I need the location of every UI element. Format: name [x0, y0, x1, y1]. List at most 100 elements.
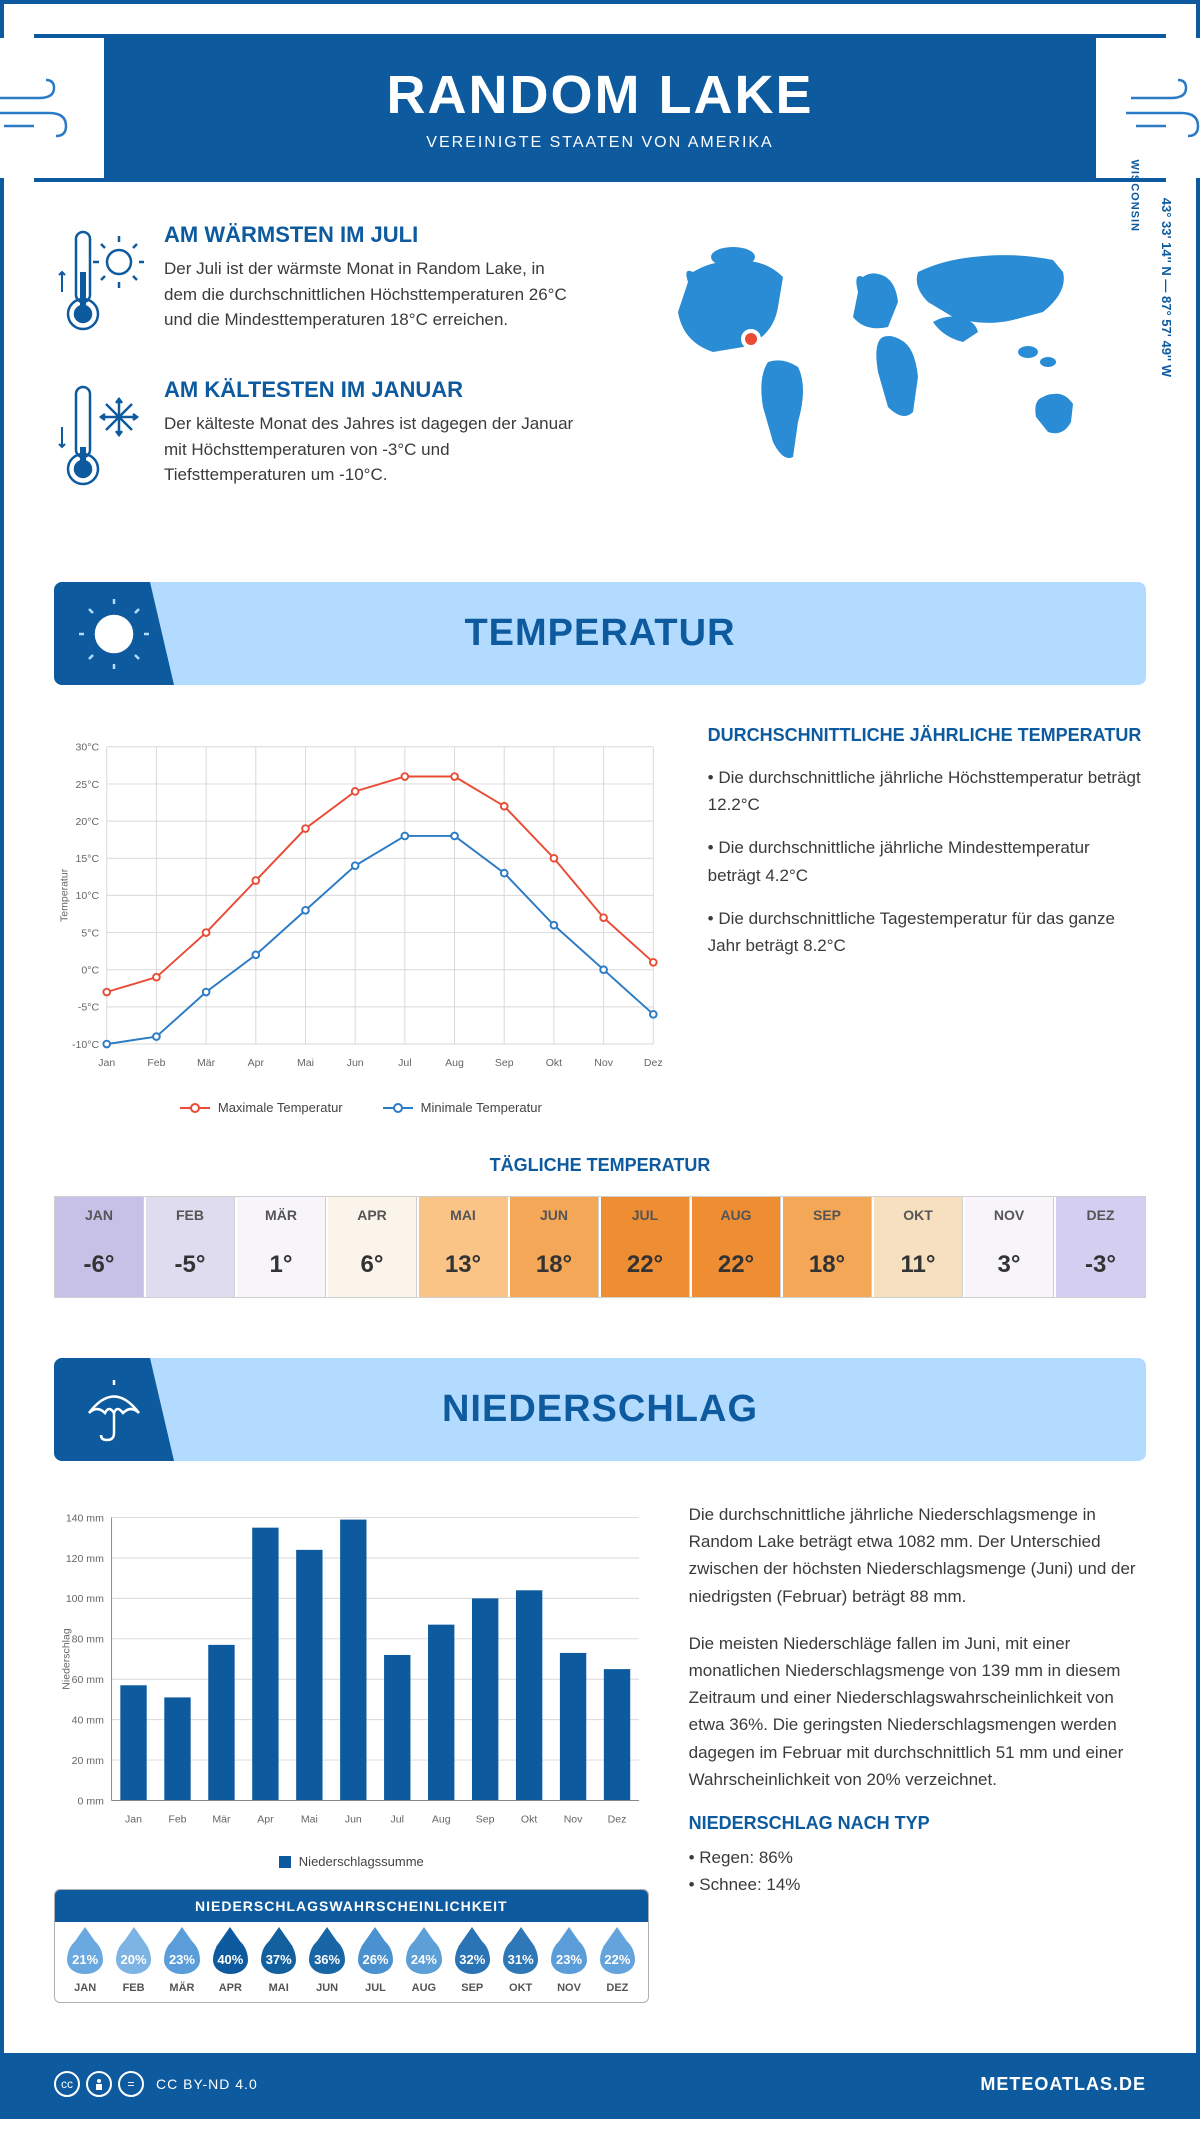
- svg-text:Okt: Okt: [546, 1057, 562, 1069]
- svg-text:Jul: Jul: [391, 1814, 404, 1826]
- raindrop-icon: 22%: [595, 1934, 639, 1978]
- precipitation-info: Die durchschnittliche jährliche Niedersc…: [689, 1501, 1146, 2003]
- raindrop-icon: 37%: [257, 1934, 301, 1978]
- coordinates: 43° 33' 14'' N — 87° 57' 49'' W: [1159, 198, 1174, 377]
- daily-temp-month: NOV: [965, 1197, 1053, 1233]
- wind-deco-left-icon: [0, 38, 104, 178]
- precipitation-banner: NIEDERSCHLAG: [54, 1358, 1146, 1461]
- precip-paragraph: Die meisten Niederschläge fallen im Juni…: [689, 1630, 1146, 1793]
- legend-max-label: Maximale Temperatur: [218, 1100, 343, 1115]
- probability-value: 37%: [266, 1952, 292, 1967]
- svg-text:Nov: Nov: [564, 1814, 583, 1826]
- daily-temp-cell: JAN-6°: [55, 1197, 144, 1297]
- precipitation-title: NIEDERSCHLAG: [84, 1388, 1116, 1431]
- svg-text:140 mm: 140 mm: [66, 1512, 104, 1524]
- world-map: [620, 222, 1146, 482]
- svg-text:0 mm: 0 mm: [78, 1795, 105, 1807]
- raindrop-icon: 20%: [111, 1934, 155, 1978]
- svg-text:100 mm: 100 mm: [66, 1593, 104, 1605]
- probability-title: NIEDERSCHLAGSWAHRSCHEINLICHKEIT: [55, 1890, 648, 1922]
- svg-text:Feb: Feb: [147, 1057, 165, 1069]
- daily-temp-month: SEP: [783, 1197, 871, 1233]
- coldest-text: Der kälteste Monat des Jahres ist dagege…: [164, 411, 580, 488]
- precip-type-title: NIEDERSCHLAG NACH TYP: [689, 1813, 1146, 1834]
- daily-temp-cell: FEB-5°: [146, 1197, 235, 1297]
- svg-text:20 mm: 20 mm: [72, 1755, 104, 1767]
- probability-cell: 37% MAI: [257, 1934, 301, 1994]
- probability-value: 36%: [314, 1952, 340, 1967]
- precipitation-legend: Niederschlagssumme: [54, 1854, 649, 1869]
- raindrop-icon: 40%: [208, 1934, 252, 1978]
- probability-value: 20%: [121, 1952, 147, 1967]
- svg-text:Dez: Dez: [608, 1814, 627, 1826]
- site-name: METEOATLAS.DE: [980, 2074, 1146, 2095]
- precipitation-bar-chart: 0 mm20 mm40 mm60 mm80 mm100 mm120 mm140 …: [54, 1501, 649, 1869]
- svg-text:Jun: Jun: [347, 1057, 364, 1069]
- probability-month: DEZ: [595, 1982, 639, 1994]
- coldest-block: AM KÄLTESTEN IM JANUAR Der kälteste Mona…: [54, 377, 580, 502]
- precip-type-line: • Schnee: 14%: [689, 1871, 1146, 1898]
- svg-text:Niederschlag: Niederschlag: [60, 1628, 72, 1690]
- daily-temp-value: 22°: [692, 1233, 780, 1297]
- precip-type-line: • Regen: 86%: [689, 1844, 1146, 1871]
- probability-cell: 32% SEP: [450, 1934, 494, 1994]
- nd-icon: =: [118, 2071, 144, 2097]
- location-marker-icon: [741, 329, 761, 349]
- umbrella-icon: [54, 1358, 174, 1461]
- svg-text:Mai: Mai: [297, 1057, 314, 1069]
- svg-text:Sep: Sep: [476, 1814, 495, 1826]
- legend-bar-label: Niederschlagssumme: [299, 1854, 424, 1869]
- probability-cell: 24%AUG: [402, 1934, 446, 1994]
- daily-temp-value: 22°: [601, 1233, 689, 1297]
- probability-month: FEB: [111, 1982, 155, 1994]
- by-icon: [86, 2071, 112, 2097]
- temperature-line-chart: -10°C-5°C0°C5°C10°C15°C20°C25°C30°CJanFe…: [54, 725, 668, 1115]
- svg-text:Nov: Nov: [594, 1057, 613, 1069]
- svg-text:Mär: Mär: [197, 1057, 216, 1069]
- probability-cell: 20% FEB: [111, 1934, 155, 1994]
- daily-temp-title: TÄGLICHE TEMPERATUR: [54, 1155, 1146, 1176]
- probability-month: JUN: [305, 1982, 349, 1994]
- svg-text:Apr: Apr: [248, 1057, 265, 1069]
- annual-bullet: • Die durchschnittliche jährliche Höchst…: [708, 764, 1146, 818]
- sun-icon: [54, 582, 174, 685]
- daily-temp-value: 3°: [965, 1233, 1053, 1297]
- legend-min-label: Minimale Temperatur: [421, 1100, 542, 1115]
- probability-month: JUL: [353, 1982, 397, 1994]
- precipitation-probability-box: NIEDERSCHLAGSWAHRSCHEINLICHKEIT 21%JAN20…: [54, 1889, 649, 2003]
- temperature-annual-info: DURCHSCHNITTLICHE JÄHRLICHE TEMPERATUR •…: [708, 725, 1146, 1115]
- probability-value: 22%: [604, 1952, 630, 1967]
- probability-month: NOV: [547, 1982, 591, 1994]
- raindrop-icon: 26%: [353, 1934, 397, 1978]
- wind-deco-right-icon: [1096, 38, 1200, 178]
- svg-text:Aug: Aug: [432, 1814, 451, 1826]
- daily-temp-month: DEZ: [1056, 1197, 1145, 1233]
- daily-temp-value: 13°: [419, 1233, 507, 1297]
- probability-value: 24%: [411, 1952, 437, 1967]
- probability-month: MAI: [257, 1982, 301, 1994]
- raindrop-icon: 21%: [63, 1934, 107, 1978]
- raindrop-icon: 23%: [547, 1934, 591, 1978]
- svg-text:Jan: Jan: [125, 1814, 142, 1826]
- svg-text:Mai: Mai: [301, 1814, 318, 1826]
- svg-text:Mär: Mär: [212, 1814, 231, 1826]
- probability-month: OKT: [498, 1982, 542, 1994]
- precip-paragraph: Die durchschnittliche jährliche Niedersc…: [689, 1501, 1146, 1610]
- daily-temp-cell: APR6°: [328, 1197, 417, 1297]
- probability-month: APR: [208, 1982, 252, 1994]
- intro-section: AM WÄRMSTEN IM JULI Der Juli ist der wär…: [4, 222, 1196, 562]
- raindrop-icon: 23%: [160, 1934, 204, 1978]
- probability-cell: 40% APR: [208, 1934, 252, 1994]
- svg-text:Dez: Dez: [644, 1057, 663, 1069]
- daily-temp-value: 18°: [783, 1233, 871, 1297]
- temperature-legend: Maximale Temperatur Minimale Temperatur: [54, 1100, 668, 1115]
- daily-temp-value: 1°: [237, 1233, 325, 1297]
- annual-bullet: • Die durchschnittliche jährliche Mindes…: [708, 834, 1146, 888]
- daily-temp-table: JAN-6°FEB-5°MÄR1°APR6°MAI13°JUN18°JUL22°…: [54, 1196, 1146, 1298]
- daily-temp-value: -6°: [55, 1233, 143, 1297]
- probability-value: 32%: [459, 1952, 485, 1967]
- probability-month: SEP: [450, 1982, 494, 1994]
- svg-text:120 mm: 120 mm: [66, 1553, 104, 1565]
- daily-temp-month: JAN: [55, 1197, 143, 1233]
- raindrop-icon: 31%: [498, 1934, 542, 1978]
